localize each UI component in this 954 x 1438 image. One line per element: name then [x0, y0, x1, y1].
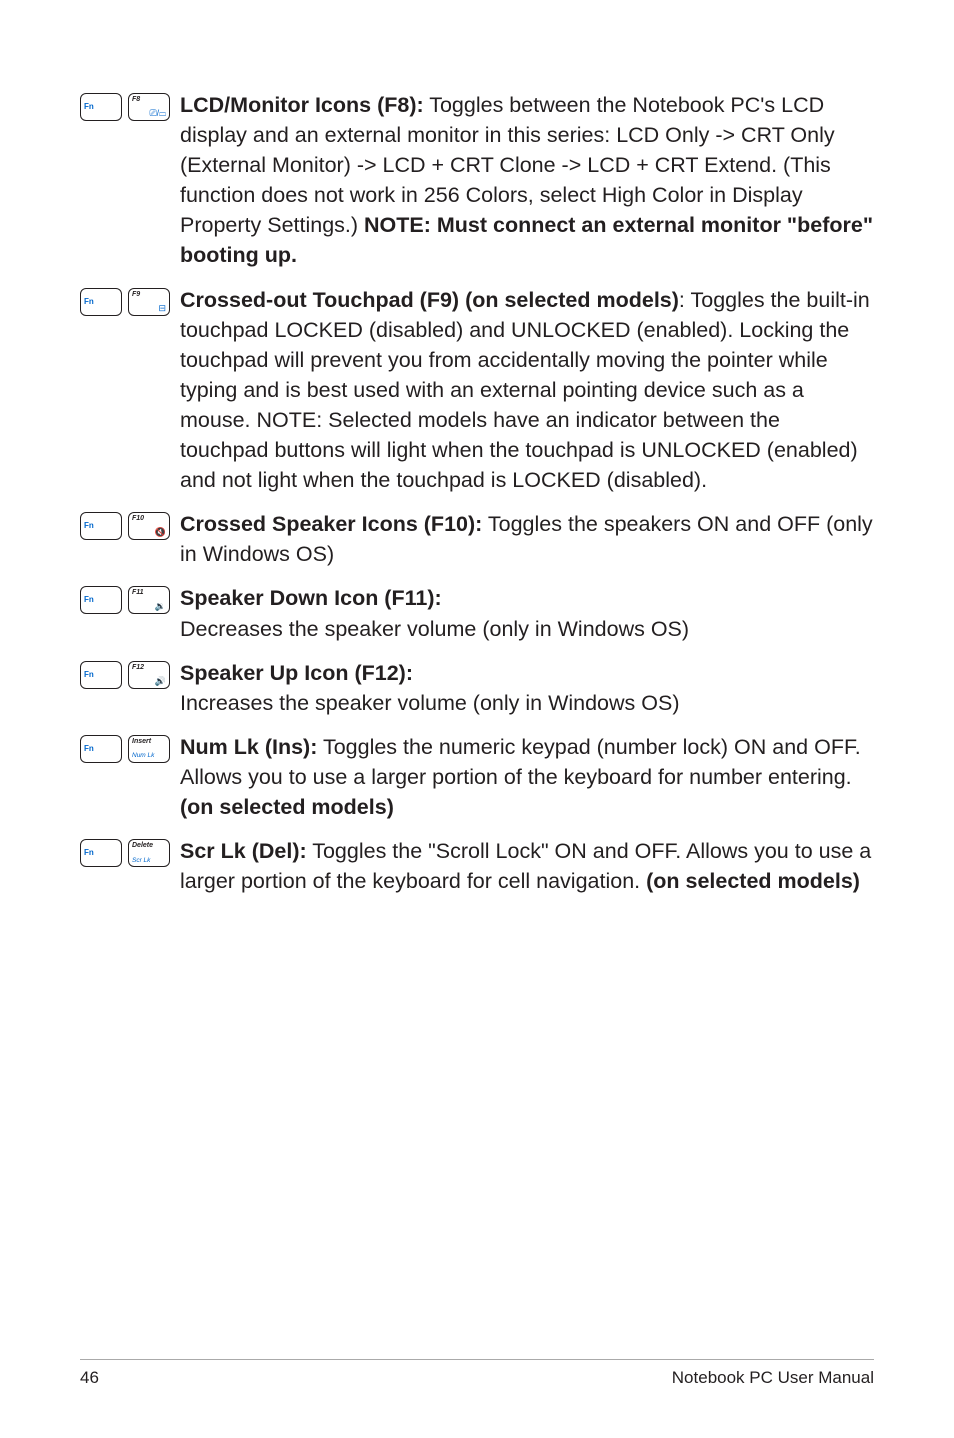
page-footer: 46 Notebook PC User Manual — [80, 1359, 874, 1388]
page-number: 46 — [80, 1368, 99, 1388]
shortcut-entry: Fn F11 🔉 Speaker Down Icon (F11): Decrea… — [80, 583, 874, 643]
shortcut-entry: Fn Delete Scr Lk Scr Lk (Del): Toggles t… — [80, 836, 874, 896]
speaker-down-icon: 🔉 — [155, 602, 166, 611]
key-combo: Fn F8 ⎚/▭ — [80, 90, 180, 121]
f10-key-icon: F10 🔇 — [128, 512, 170, 540]
fn-key-icon: Fn — [80, 512, 122, 540]
speaker-up-icon: 🔊 — [155, 677, 166, 686]
shortcut-entry: Fn F10 🔇 Crossed Speaker Icons (F10): To… — [80, 509, 874, 569]
key-combo: Fn F10 🔇 — [80, 509, 180, 540]
fn-key-icon: Fn — [80, 735, 122, 763]
key-top-label: Insert — [132, 738, 151, 745]
shortcut-entry: Fn Insert Num Lk Num Lk (Ins): Toggles t… — [80, 732, 874, 822]
f9-key-icon: F9 ⊟ — [128, 288, 170, 316]
content-area: Fn F8 ⎚/▭ LCD/Monitor Icons (F8): Toggle… — [80, 90, 874, 896]
fn-key-icon: Fn — [80, 661, 122, 689]
shortcut-entry: Fn F8 ⎚/▭ LCD/Monitor Icons (F8): Toggle… — [80, 90, 874, 271]
desc-title: Crossed-out Touchpad (F9) (on selected m… — [180, 288, 679, 312]
f8-key-icon: F8 ⎚/▭ — [128, 93, 170, 121]
key-top-label: F12 — [132, 664, 144, 671]
key-top-label: F10 — [132, 515, 144, 522]
speaker-mute-icon: 🔇 — [155, 528, 166, 537]
shortcut-description: Scr Lk (Del): Toggles the "Scroll Lock" … — [180, 836, 874, 896]
key-bottom-label: Num Lk — [132, 753, 154, 760]
fn-key-icon: Fn — [80, 586, 122, 614]
touchpad-icon: ⊟ — [158, 304, 166, 313]
delete-key-icon: Delete Scr Lk — [128, 839, 170, 867]
fn-key-icon: Fn — [80, 839, 122, 867]
desc-title: Speaker Up Icon (F12): — [180, 661, 413, 685]
desc-trail-bold: (on selected models) — [180, 795, 394, 819]
desc-title: LCD/Monitor Icons (F8): — [180, 93, 424, 117]
manual-title: Notebook PC User Manual — [672, 1368, 874, 1388]
key-combo: Fn Insert Num Lk — [80, 732, 180, 763]
desc-body: Decreases the speaker volume (only in Wi… — [180, 617, 689, 641]
desc-title: Num Lk (Ins): — [180, 735, 317, 759]
shortcut-description: LCD/Monitor Icons (F8): Toggles between … — [180, 90, 874, 271]
desc-body: Increases the speaker volume (only in Wi… — [180, 691, 680, 715]
shortcut-description: Crossed Speaker Icons (F10): Toggles the… — [180, 509, 874, 569]
key-combo: Fn Delete Scr Lk — [80, 836, 180, 867]
desc-title: Scr Lk (Del): — [180, 839, 307, 863]
key-bottom-label: Scr Lk — [132, 858, 150, 865]
key-top-label: F9 — [132, 291, 140, 298]
fn-key-icon: Fn — [80, 93, 122, 121]
shortcut-description: Speaker Down Icon (F11): Decreases the s… — [180, 583, 874, 643]
key-combo: Fn F12 🔊 — [80, 658, 180, 689]
key-top-label: F11 — [132, 589, 144, 596]
key-combo: Fn F11 🔉 — [80, 583, 180, 614]
insert-key-icon: Insert Num Lk — [128, 735, 170, 763]
shortcut-entry: Fn F9 ⊟ Crossed-out Touchpad (F9) (on se… — [80, 285, 874, 496]
key-combo: Fn F9 ⊟ — [80, 285, 180, 316]
desc-title: Crossed Speaker Icons (F10): — [180, 512, 482, 536]
desc-title: Speaker Down Icon (F11): — [180, 586, 442, 610]
key-top-label: Delete — [132, 842, 153, 849]
f11-key-icon: F11 🔉 — [128, 586, 170, 614]
desc-trail-bold: (on selected models) — [646, 869, 860, 893]
key-top-label: F8 — [132, 96, 140, 103]
desc-body: : Toggles the built-in touchpad LOCKED (… — [180, 288, 870, 493]
shortcut-description: Crossed-out Touchpad (F9) (on selected m… — [180, 285, 874, 496]
fn-key-icon: Fn — [80, 288, 122, 316]
shortcut-entry: Fn F12 🔊 Speaker Up Icon (F12): Increase… — [80, 658, 874, 718]
shortcut-description: Num Lk (Ins): Toggles the numeric keypad… — [180, 732, 874, 822]
f12-key-icon: F12 🔊 — [128, 661, 170, 689]
lcd-monitor-icon: ⎚/▭ — [149, 109, 166, 118]
shortcut-description: Speaker Up Icon (F12): Increases the spe… — [180, 658, 874, 718]
